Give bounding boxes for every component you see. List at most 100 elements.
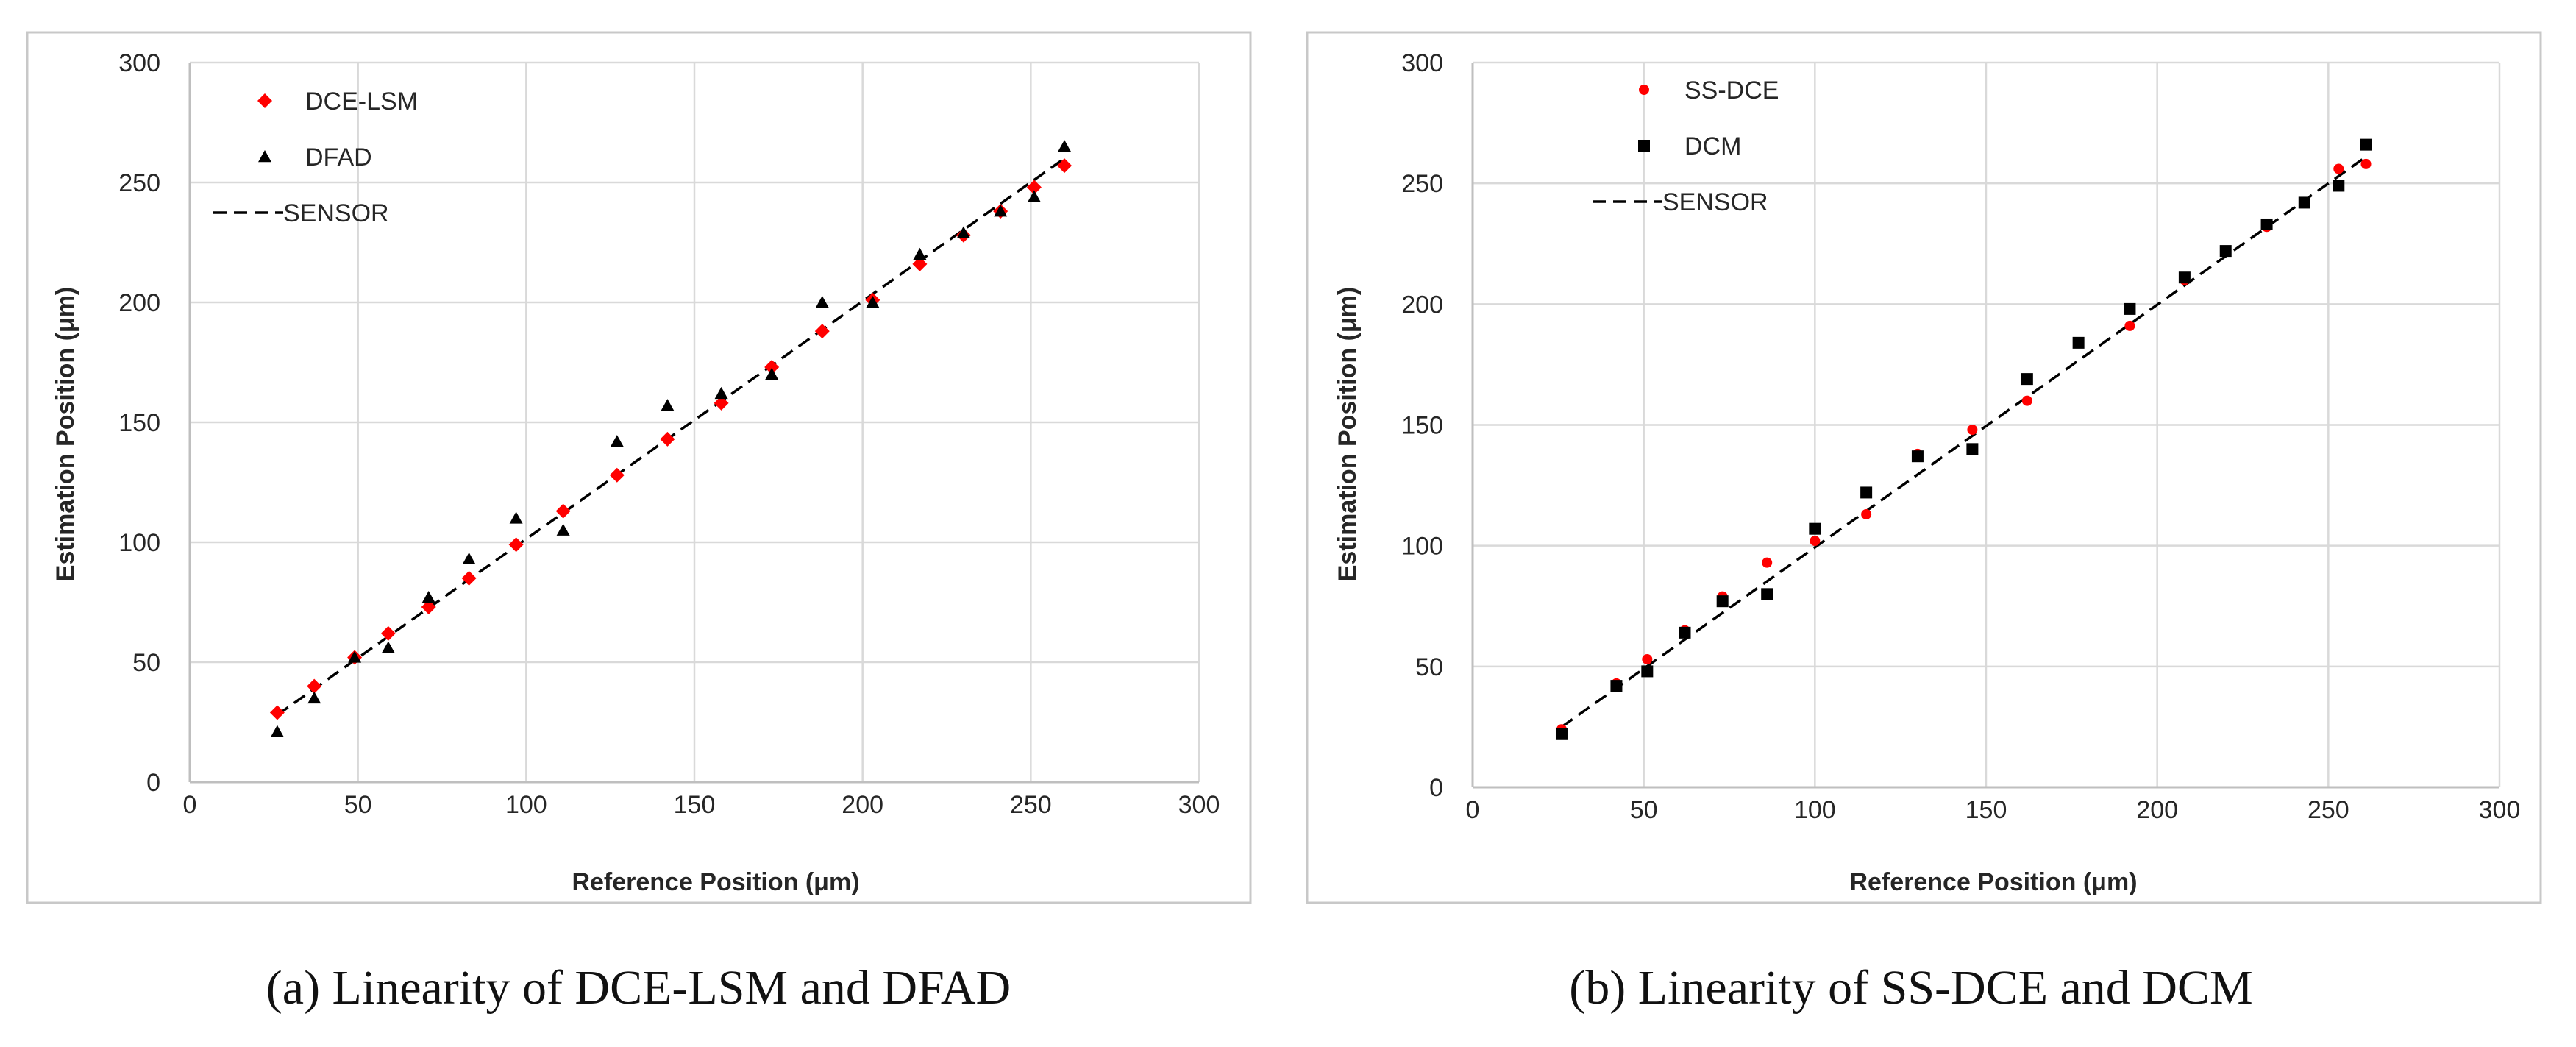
chart-a-x-axis-title: Reference Position (μm): [572, 868, 859, 896]
chart-b-x-tick-label: 0: [1466, 796, 1480, 824]
chart-b-dcm-point: [2298, 196, 2310, 209]
chart-b-dcm-point: [1761, 588, 1773, 600]
chart-a-dce-lsm-point: [764, 360, 780, 375]
chart-a-dfad-point: [421, 590, 435, 603]
chart-b-y-tick-label: 50: [1415, 653, 1443, 681]
chart-b-dcm-point: [1966, 443, 1979, 455]
chart-b-ss-dce-point: [2124, 320, 2135, 331]
chart-b-dcm-point: [2219, 245, 2232, 258]
chart-a-dfad-point: [994, 205, 1008, 217]
chart-b-ss-dce-point: [1967, 425, 1978, 436]
chart-b-y-tick-label: 150: [1401, 412, 1443, 440]
chart-b-dcm-point: [1911, 450, 1924, 463]
chart-a-x-tick-label: 200: [842, 791, 883, 819]
chart-a-y-tick-label: 150: [118, 409, 160, 437]
chart-a-dfad-point: [815, 296, 829, 308]
chart-b-x-axis-title: Reference Position (μm): [1849, 868, 2137, 896]
chart-b-dcm-point: [1860, 486, 1873, 499]
chart-a-legend-sensor-label: SENSOR: [283, 199, 389, 227]
caption-a: (a) Linearity of DCE-LSM and DFAD: [266, 961, 1011, 1015]
chart-a-dfad-point: [348, 650, 362, 663]
chart-a-legend-dfad-label: DFAD: [305, 143, 372, 171]
chart-b-x-tick-label: 250: [2308, 796, 2349, 824]
chart-a-legend-dce-lsm-label: DCE-LSM: [305, 88, 418, 116]
chart-panel-b: 0 50 100 150 200 250 300 0 50 100 150 200 250 300 Ref…: [1306, 31, 2542, 904]
chart-a-y-tick-label: 0: [146, 769, 160, 797]
chart-b-ss-dce-point: [2333, 163, 2344, 174]
chart-a-dce-lsm-point: [660, 431, 675, 447]
chart-a-dfad-point: [913, 247, 927, 260]
chart-b-legend-ss-dce-swatch: [1639, 85, 1649, 95]
chart-a-dce-lsm-point: [555, 503, 571, 519]
chart-a-legend-dfad-swatch: [258, 150, 271, 163]
chart-b-x-tick-label: 50: [1630, 796, 1658, 824]
chart-b-x-tick-label: 100: [1794, 796, 1836, 824]
chart-b-y-tick-label: 250: [1401, 170, 1443, 198]
chart-b-ss-dce-point: [2021, 395, 2032, 406]
chart-a-dfad-point: [714, 386, 728, 400]
chart-b-dcm-point: [2360, 138, 2372, 151]
chart-a-dce-lsm-point: [380, 625, 396, 641]
chart-b-dcm-point: [2260, 218, 2273, 230]
chart-b-y-tick-label: 300: [1401, 49, 1443, 77]
chart-b-ss-dce-point: [2360, 158, 2372, 169]
chart-b-dcm-point: [2333, 180, 2345, 192]
chart-a-y-tick-label: 100: [118, 529, 160, 557]
chart-b-ss-dce-point: [1861, 508, 1872, 519]
chart-a-dce-lsm-point: [269, 705, 285, 720]
chart-b-dcm-point: [2178, 271, 2191, 284]
chart-a-x-tick-label: 250: [1010, 791, 1052, 819]
chart-a-dfad-point: [270, 725, 284, 737]
chart-a-y-axis-title: Estimation Position (μm): [51, 287, 79, 581]
chart-a-dce-lsm-point: [814, 324, 830, 339]
chart-a-dce-lsm-point: [1026, 180, 1042, 195]
chart-b-dcm-point: [1679, 626, 1691, 639]
chart-b-ss-dce-point: [1642, 653, 1653, 664]
chart-b-y-tick-label: 0: [1429, 774, 1443, 802]
chart-b-legend-dcm-swatch: [1638, 140, 1650, 152]
chart-b-dcm-point: [1641, 665, 1654, 678]
chart-panel-a: 0 50 100 150 200 250 300 0 50 100 150 200 250 300 Ref…: [26, 31, 1252, 904]
chart-b-y-tick-label: 200: [1401, 291, 1443, 319]
chart-b-y-tick-label: 100: [1401, 533, 1443, 561]
chart-b-dcm-point: [1555, 728, 1568, 740]
chart-a-x-tick-label: 150: [674, 791, 716, 819]
chart-a-dfad-point: [381, 641, 395, 653]
chart-a-dfad-point: [509, 511, 523, 524]
chart-b-ss-dce-point: [1762, 557, 1773, 568]
chart-a-dfad-point: [462, 552, 476, 565]
chart-b-legend-ss-dce-label: SS-DCE: [1684, 77, 1779, 104]
chart-a-dfad-point: [610, 435, 624, 447]
chart-b-x-tick-label: 200: [2136, 796, 2178, 824]
chart-a-dfad-point: [765, 367, 779, 380]
chart-a-dce-lsm-point: [1057, 158, 1072, 174]
chart-a-dfad-point: [956, 226, 970, 238]
chart-a-dce-lsm-point: [609, 467, 625, 483]
chart-a-dce-lsm-point: [307, 678, 322, 694]
chart-a-y-tick-label: 200: [118, 289, 160, 317]
chart-a-dfad-point: [661, 399, 675, 411]
chart-a-dce-lsm-point: [508, 537, 524, 553]
chart-a-dfad-point: [556, 523, 570, 536]
chart-a-dfad-point: [1058, 140, 1072, 152]
chart-b-y-axis-title: Estimation Position (μm): [1334, 287, 1362, 581]
chart-a-dce-lsm-point: [421, 600, 436, 615]
chart-a-x-tick-label: 100: [505, 791, 547, 819]
chart-a-frame: [26, 31, 1252, 904]
chart-a-x-tick-label: 50: [344, 791, 372, 819]
chart-a-y-tick-label: 300: [118, 49, 160, 77]
chart-a-dce-lsm-point: [912, 256, 928, 271]
chart-a-dfad-point: [1027, 190, 1041, 202]
caption-b: (b) Linearity of SS-DCE and DCM: [1569, 961, 2252, 1015]
chart-a-dce-lsm-point: [461, 570, 477, 586]
chart-b-dcm-point: [1610, 680, 1623, 692]
chart-b-ss-dce-point: [1810, 536, 1821, 547]
chart-a-dfad-point: [866, 296, 880, 308]
chart-a-y-tick-label: 250: [118, 169, 160, 197]
chart-b-dcm-point: [2124, 302, 2136, 315]
chart-a-y-tick-label: 50: [132, 649, 160, 677]
chart-a-dce-lsm-point: [714, 395, 729, 411]
chart-a-x-tick-label: 300: [1178, 791, 1220, 819]
chart-b-dcm-point: [1809, 522, 1821, 535]
